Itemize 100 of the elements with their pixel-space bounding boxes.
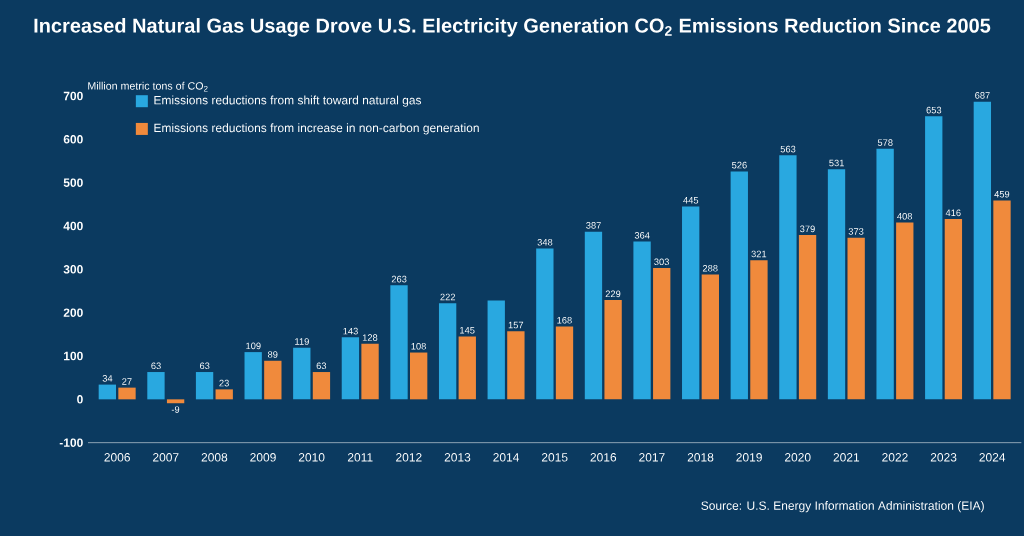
- bar: [730, 171, 748, 400]
- data-label: 687: [975, 92, 990, 99]
- bar: [264, 360, 282, 400]
- data-label: 89: [267, 351, 278, 358]
- chart-title: Increased Natural Gas Usage Drove U.S. Electricity Generation CO$_{2}$ Emissions Reduction Since 2005: [34, 18, 991, 37]
- data-label: 23: [219, 379, 229, 387]
- data-label: 288: [702, 265, 718, 272]
- bar: [438, 303, 457, 400]
- data-label: 145: [460, 327, 475, 334]
- data-label: 387: [586, 222, 601, 229]
- bar: [847, 237, 865, 400]
- data-label: 63: [199, 362, 210, 370]
- bar: [147, 372, 165, 400]
- data-label: 157: [508, 321, 524, 329]
- x-tick-label: 2012: [396, 453, 422, 462]
- data-label: 119: [295, 338, 309, 345]
- data-label: 303: [654, 258, 669, 266]
- y-tick-label: 600: [63, 135, 83, 144]
- bar: [925, 116, 943, 400]
- data-label: 563: [780, 145, 796, 153]
- bar: [993, 200, 1011, 400]
- data-label: 108: [411, 343, 426, 350]
- x-tick-label: 2007: [153, 453, 179, 462]
- data-label: 128: [362, 334, 378, 341]
- bar: [244, 352, 262, 400]
- data-label: 143: [343, 327, 358, 335]
- bar: [750, 260, 768, 400]
- x-tick-label: 2015: [541, 453, 568, 462]
- legend-label: Emissions reductions from increase in non-carbon generation: [154, 123, 479, 135]
- data-label: 229: [605, 290, 621, 298]
- y-tick-label: 100: [64, 351, 83, 361]
- data-label: 63: [151, 362, 161, 370]
- data-label: 416: [945, 209, 961, 217]
- x-tick-label: 2019: [736, 453, 762, 462]
- bar: [584, 231, 603, 400]
- x-tick-label: 2021: [833, 453, 860, 462]
- data-label: 364: [634, 232, 650, 239]
- y-axis-title: Million metric tons of CO$_{2}$: [88, 81, 208, 92]
- bar: [341, 337, 360, 400]
- data-label: 263: [391, 275, 407, 283]
- bar: [653, 268, 671, 400]
- bar: [701, 274, 719, 400]
- y-tick-label: 500: [63, 178, 83, 187]
- bar: [633, 241, 651, 400]
- x-tick-label: 2020: [784, 453, 811, 462]
- x-tick-label: 2011: [347, 453, 373, 462]
- bar: [944, 219, 963, 400]
- bar: [555, 326, 574, 400]
- data-label: 222: [440, 293, 456, 301]
- data-label: 168: [557, 317, 572, 324]
- bar: [361, 343, 379, 400]
- y-tick-label: 200: [63, 308, 83, 317]
- y-tick-label: 400: [63, 221, 83, 231]
- data-label: 373: [848, 228, 864, 235]
- bar: [118, 387, 136, 400]
- x-tick-label: 2009: [250, 453, 276, 462]
- bar: [487, 300, 505, 400]
- data-label: 321: [751, 250, 767, 258]
- bar: [536, 248, 554, 400]
- x-tick-label: 2006: [104, 453, 130, 462]
- y-tick-label: 0: [77, 395, 83, 404]
- y-tick-label: 300: [63, 265, 83, 274]
- data-label: 445: [683, 197, 699, 204]
- data-label: -9: [171, 406, 180, 413]
- x-tick-label: 2010: [298, 453, 325, 462]
- bar: [458, 336, 476, 400]
- data-label: 408: [897, 213, 913, 220]
- bar: [779, 155, 797, 400]
- bar: [166, 399, 185, 404]
- data-label: 459: [994, 190, 1010, 198]
- data-label: 63: [316, 362, 327, 370]
- x-tick-label: 2016: [590, 453, 617, 462]
- data-label: 531: [829, 159, 844, 167]
- data-label: 109: [246, 342, 261, 350]
- bar: [195, 372, 214, 400]
- source-note: Source: U.S. Energy Information Administration (EIA): [701, 501, 984, 513]
- data-label: 27: [122, 378, 132, 385]
- x-tick-label: 2008: [201, 453, 228, 462]
- bar: [312, 372, 331, 400]
- bar: [876, 148, 894, 400]
- legend-label: Emissions reductions from shift toward natural gas: [154, 95, 422, 107]
- y-tick-label: 700: [63, 91, 83, 101]
- data-label: 653: [926, 106, 942, 114]
- bar: [896, 222, 914, 400]
- bar: [507, 331, 525, 400]
- y-tick-label: -100: [59, 438, 83, 447]
- data-label: 379: [800, 225, 815, 233]
- data-label: 578: [877, 139, 893, 146]
- bar: [293, 347, 311, 400]
- x-tick-label: 2022: [882, 453, 908, 462]
- x-tick-label: 2014: [493, 453, 520, 462]
- data-label: 34: [102, 375, 113, 382]
- bar: [98, 384, 117, 400]
- data-label: 526: [731, 161, 747, 169]
- bar: [798, 235, 817, 400]
- bar: [682, 206, 700, 400]
- bar: [410, 352, 428, 400]
- x-tick-label: 2018: [687, 453, 714, 462]
- x-tick-label: 2024: [979, 453, 1006, 462]
- bar: [973, 101, 992, 400]
